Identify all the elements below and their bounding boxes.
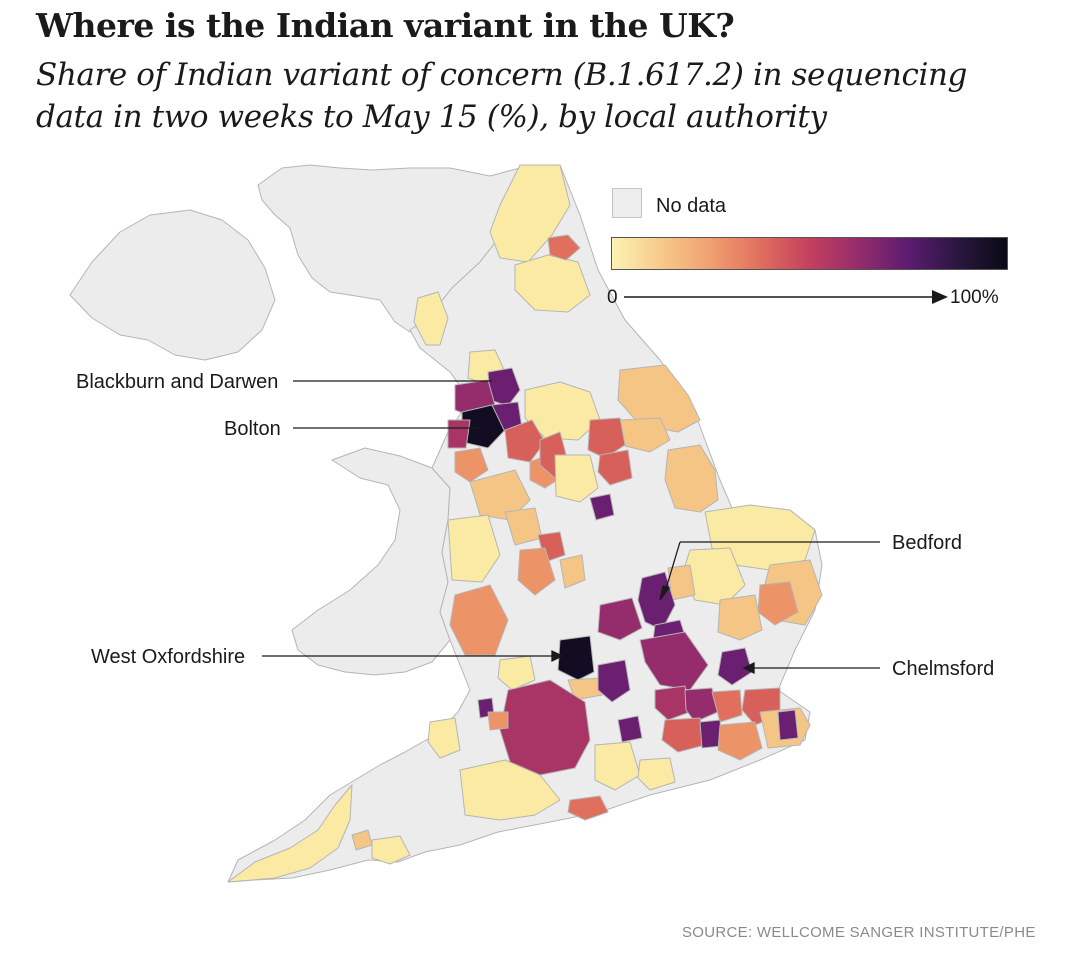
chart-title: Where is the Indian variant in the UK? bbox=[36, 6, 735, 45]
northern-ireland-region bbox=[69, 209, 276, 361]
london-east bbox=[711, 689, 743, 723]
london-central bbox=[684, 687, 719, 723]
reading-area bbox=[597, 659, 631, 703]
hampshire bbox=[594, 741, 641, 791]
devon-north bbox=[427, 717, 461, 759]
lincolnshire bbox=[664, 444, 719, 513]
shropshire bbox=[447, 514, 501, 583]
babergh bbox=[757, 581, 799, 626]
birmingham bbox=[517, 547, 556, 596]
north-yorkshire-east bbox=[617, 364, 701, 433]
devon-south bbox=[371, 835, 411, 865]
manchester bbox=[504, 419, 546, 463]
dorset bbox=[459, 759, 561, 821]
gloucestershire bbox=[497, 655, 536, 691]
chart-subtitle: Share of Indian variant of concern (B.1.… bbox=[36, 57, 967, 135]
wiltshire bbox=[499, 679, 591, 776]
annotation-bedford: Bedford bbox=[892, 532, 963, 554]
chelmsford bbox=[717, 647, 753, 686]
oxford-area bbox=[567, 677, 603, 701]
nottingham bbox=[597, 449, 633, 486]
swale bbox=[777, 709, 799, 741]
somerset-north bbox=[487, 711, 509, 731]
slough bbox=[617, 715, 643, 743]
wigan bbox=[447, 419, 471, 449]
derbyshire bbox=[554, 454, 599, 503]
coventry bbox=[559, 554, 586, 589]
leicester bbox=[589, 493, 615, 521]
legend-color-scale bbox=[611, 237, 1008, 270]
legend-no-data-swatch bbox=[612, 188, 642, 218]
sheffield bbox=[587, 417, 626, 459]
annotation-bolton: Bolton bbox=[224, 418, 281, 440]
west-oxfordshire bbox=[557, 635, 595, 681]
braintree bbox=[717, 594, 763, 641]
cumbria-west bbox=[413, 291, 449, 346]
liverpool bbox=[454, 447, 489, 483]
source-credit: SOURCE: WELLCOME SANGER INSTITUTE/PHE bbox=[682, 924, 1036, 941]
legend-min-label: 0 bbox=[607, 287, 618, 308]
milton-keynes bbox=[597, 597, 643, 641]
kent-west bbox=[717, 721, 763, 761]
legend-no-data-label: No data bbox=[656, 195, 727, 217]
cornwall bbox=[227, 784, 353, 883]
annotation-blackburn-and-darwen: Blackburn and Darwen bbox=[76, 371, 279, 393]
annotation-west-oxfordshire: West Oxfordshire bbox=[91, 646, 246, 668]
legend-max-label: 100% bbox=[950, 287, 999, 308]
london-west bbox=[654, 685, 691, 721]
legend-arrow bbox=[624, 290, 948, 304]
london-south bbox=[661, 717, 706, 753]
annotation-chelmsford: Chelmsford bbox=[892, 658, 995, 680]
isle-of-wight bbox=[567, 795, 609, 821]
sunderland bbox=[547, 234, 581, 261]
uk-choropleth-map bbox=[69, 164, 823, 883]
herefordshire bbox=[449, 584, 509, 656]
west-sussex bbox=[637, 757, 676, 791]
